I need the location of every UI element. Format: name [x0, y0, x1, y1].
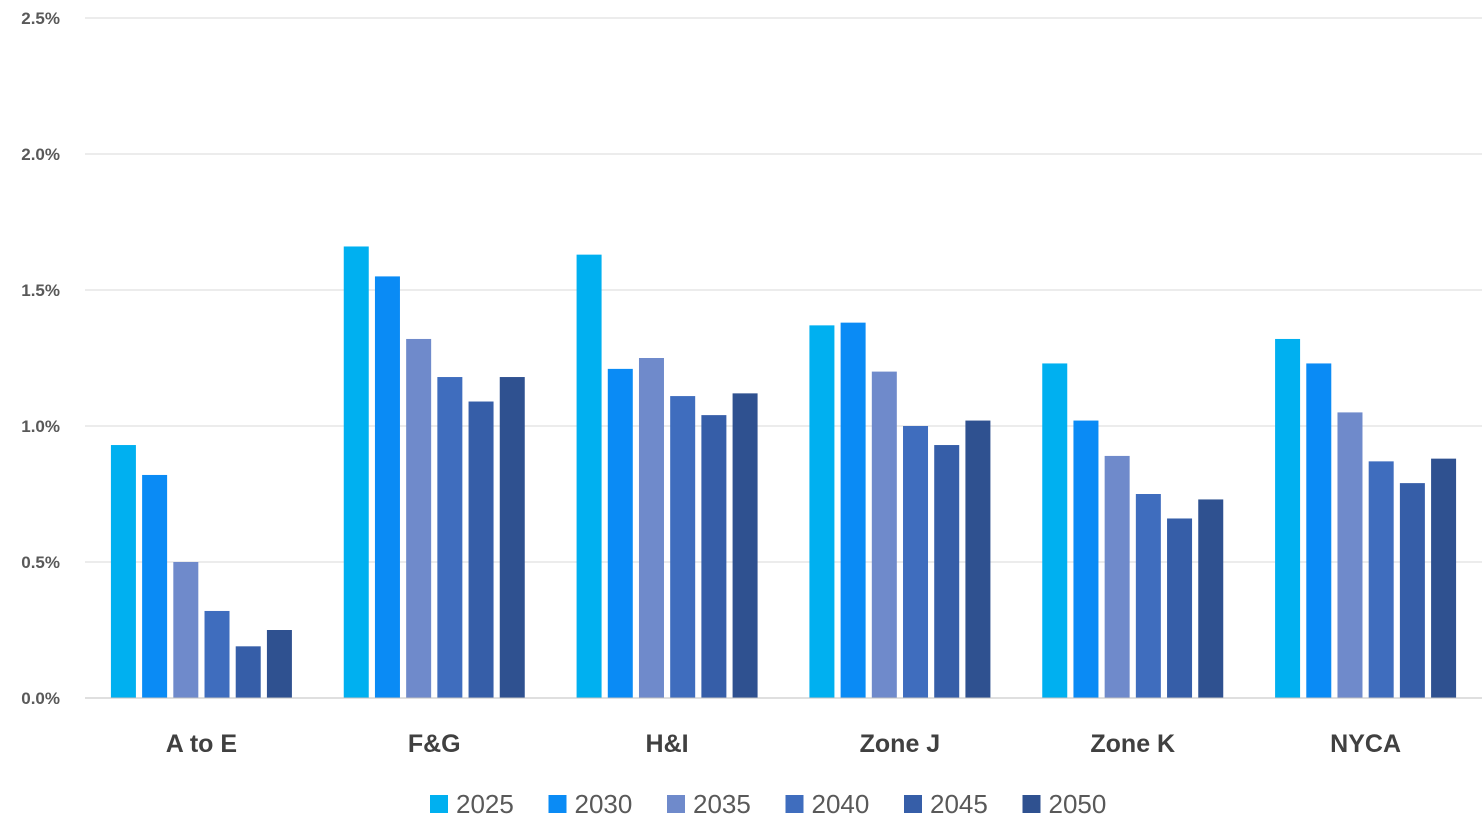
bar-2025 — [343, 246, 369, 699]
y-tick-label: 0.5% — [21, 553, 60, 572]
legend-label: 2035 — [693, 789, 751, 818]
bar-2025 — [809, 325, 835, 698]
bar-2030 — [1306, 363, 1332, 698]
legend-label: 2030 — [575, 789, 633, 818]
bar-2040 — [437, 377, 463, 698]
legend-item-2040: 2040 — [785, 789, 870, 818]
legend-item-2025: 2025 — [430, 789, 514, 818]
bar-2030 — [1073, 420, 1099, 698]
legend-swatch — [1022, 795, 1041, 813]
legend-item-2035: 2035 — [667, 789, 751, 818]
legend-label: 2025 — [456, 789, 514, 818]
bar-2050 — [965, 420, 991, 698]
legend-swatch — [785, 795, 804, 813]
bar-2050 — [732, 393, 758, 698]
bar-2050 — [499, 377, 525, 698]
bar-2030 — [607, 368, 633, 698]
y-tick-label: 2.0% — [21, 145, 60, 164]
legend-label: 2040 — [812, 789, 870, 818]
gridlines — [85, 17, 1482, 563]
legend-label: 2045 — [930, 789, 988, 818]
bar-2040 — [1368, 461, 1394, 698]
y-tick-label: 1.5% — [21, 281, 60, 300]
legend-item-2030: 2030 — [548, 789, 633, 818]
bar-2025 — [1275, 338, 1301, 698]
y-tick-label: 1.0% — [21, 417, 60, 436]
legend-swatch — [548, 795, 567, 813]
x-tick-label: H&I — [646, 730, 689, 758]
x-axis-ticks: A to E F&G H&I Zone J Zone K NYCA — [166, 730, 1401, 758]
bar-2045 — [1167, 518, 1193, 698]
legend-swatch — [430, 795, 448, 813]
bar-2045 — [934, 445, 960, 698]
bar-2040 — [670, 396, 696, 698]
x-tick-label: A to E — [166, 730, 237, 758]
x-tick-label: Zone J — [860, 730, 941, 758]
bar-2035 — [871, 371, 897, 698]
bar-2035 — [1337, 412, 1363, 698]
bar-2035 — [173, 562, 199, 698]
y-axis-ticks: 0.0% 0.5% 1.0% 1.5% 2.0% 2.5% — [21, 9, 60, 708]
legend-swatch — [667, 795, 685, 813]
bar-2025 — [1042, 363, 1068, 698]
bar-2040 — [903, 426, 929, 698]
bar-2035 — [1104, 455, 1130, 698]
bar-2045 — [468, 401, 494, 698]
bar-2025 — [576, 254, 602, 698]
bar-2035 — [638, 358, 664, 698]
legend: 2025 2030 2035 2040 2045 2050 — [430, 789, 1106, 818]
bar-2050 — [266, 630, 292, 698]
x-tick-label: F&G — [408, 730, 461, 758]
legend-label: 2050 — [1049, 789, 1107, 818]
bar-2035 — [406, 338, 432, 698]
bar-2040 — [1135, 494, 1161, 698]
legend-item-2045: 2045 — [904, 789, 988, 818]
bar-2030 — [374, 276, 400, 698]
x-tick-label: NYCA — [1330, 730, 1401, 758]
bars — [110, 246, 1457, 699]
legend-swatch — [904, 795, 922, 813]
bar-2030 — [840, 322, 866, 698]
bar-2025 — [110, 445, 136, 698]
y-tick-label: 0.0% — [21, 689, 60, 708]
bar-2050 — [1198, 499, 1224, 698]
legend-item-2050: 2050 — [1022, 789, 1107, 818]
y-tick-label: 2.5% — [21, 9, 60, 28]
x-tick-label: Zone K — [1090, 730, 1175, 758]
bar-2040 — [204, 610, 230, 698]
bar-2045 — [701, 415, 727, 698]
bar-2030 — [142, 474, 168, 698]
bar-2050 — [1431, 458, 1457, 698]
bar-2045 — [235, 646, 261, 698]
bar-2045 — [1399, 483, 1425, 698]
